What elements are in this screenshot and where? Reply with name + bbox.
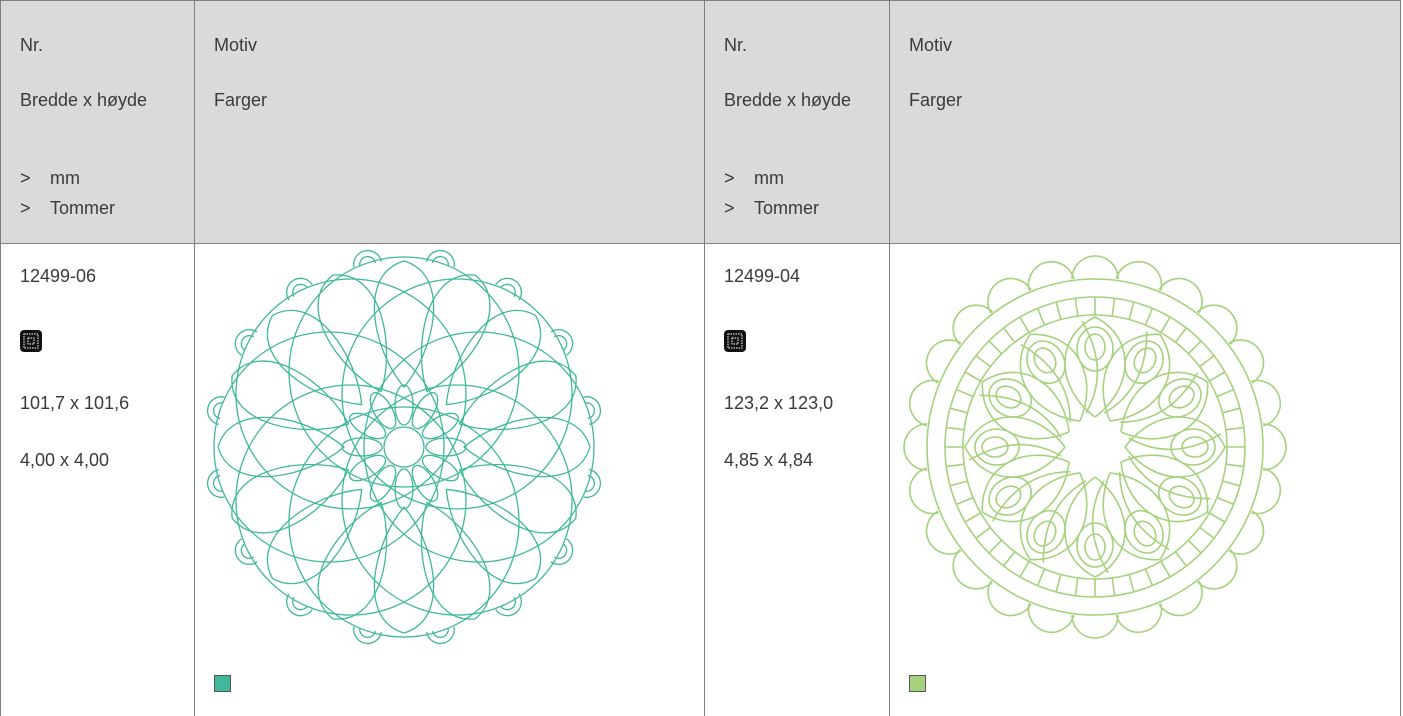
- size-mm: 123,2 x 123,0: [724, 393, 834, 413]
- item-number: 12499-04: [724, 266, 801, 286]
- embroidery-icon: [20, 330, 42, 352]
- table-border: [0, 0, 1, 716]
- bullet: >: [20, 168, 31, 188]
- embroidery-icon: [724, 330, 746, 352]
- header-label: Bredde x høyde: [20, 90, 148, 110]
- size-inch: 4,85 x 4,84: [724, 450, 814, 470]
- bullet: >: [724, 168, 735, 188]
- bullet: >: [724, 198, 735, 218]
- bullet: >: [20, 198, 31, 218]
- header-label: Bredde x høyde: [724, 90, 852, 110]
- header-label: Nr.: [724, 35, 748, 55]
- header-label: mm: [50, 168, 80, 188]
- motif-image: [903, 255, 1287, 639]
- header-label: Nr.: [20, 35, 44, 55]
- size-mm: 101,7 x 101,6: [20, 393, 130, 413]
- motif-image: [206, 249, 602, 645]
- table-border: [0, 243, 1401, 244]
- table-border: [0, 0, 1401, 1]
- table-border: [889, 0, 890, 716]
- header-label: Motiv: [909, 35, 953, 55]
- header-label: Farger: [909, 90, 963, 110]
- color-swatch: [909, 675, 926, 692]
- table-border: [704, 0, 705, 716]
- header-label: Tommer: [754, 198, 820, 218]
- table-border: [1400, 0, 1401, 716]
- table-border: [194, 0, 195, 716]
- item-number: 12499-06: [20, 266, 97, 286]
- header-label: mm: [754, 168, 784, 188]
- header-background: [0, 0, 1401, 243]
- header-label: Farger: [214, 90, 268, 110]
- color-swatch: [214, 675, 231, 692]
- header-label: Motiv: [214, 35, 258, 55]
- header-label: Tommer: [50, 198, 116, 218]
- size-inch: 4,00 x 4,00: [20, 450, 110, 470]
